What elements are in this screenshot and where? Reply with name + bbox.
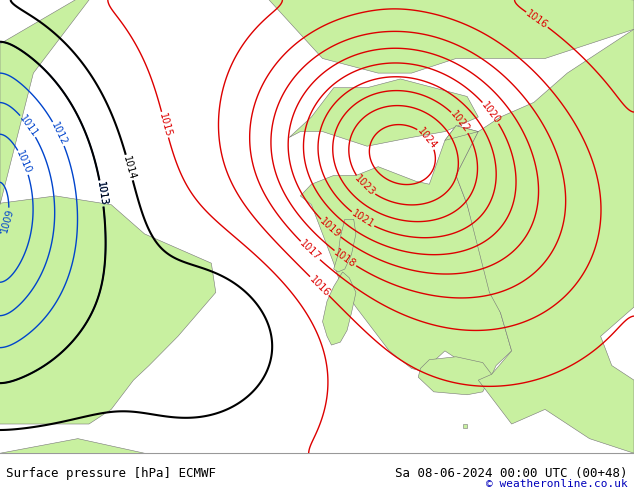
Polygon shape bbox=[333, 220, 356, 272]
Polygon shape bbox=[301, 126, 512, 380]
Text: 1013: 1013 bbox=[95, 181, 108, 206]
Polygon shape bbox=[0, 439, 634, 490]
Polygon shape bbox=[323, 272, 356, 345]
Text: Surface pressure [hPa] ECMWF: Surface pressure [hPa] ECMWF bbox=[6, 467, 216, 480]
Text: 1013: 1013 bbox=[95, 181, 108, 206]
Text: 1018: 1018 bbox=[332, 247, 358, 270]
Text: 1021: 1021 bbox=[349, 209, 376, 230]
Text: 1019: 1019 bbox=[318, 217, 343, 240]
Text: 1015: 1015 bbox=[157, 112, 173, 138]
Polygon shape bbox=[445, 29, 634, 453]
Text: 1016: 1016 bbox=[307, 274, 332, 298]
Polygon shape bbox=[289, 79, 478, 146]
Text: 1024: 1024 bbox=[416, 125, 439, 151]
Polygon shape bbox=[463, 424, 467, 428]
Text: 1011: 1011 bbox=[17, 113, 39, 139]
Text: 1022: 1022 bbox=[449, 109, 472, 135]
Text: 1014: 1014 bbox=[121, 154, 138, 181]
Text: 1016: 1016 bbox=[524, 8, 550, 31]
Text: 1009: 1009 bbox=[0, 208, 16, 234]
Text: 1017: 1017 bbox=[298, 239, 323, 263]
Text: 1012: 1012 bbox=[49, 121, 68, 147]
Text: © weatheronline.co.uk: © weatheronline.co.uk bbox=[486, 479, 628, 489]
Polygon shape bbox=[0, 0, 634, 205]
Text: 1020: 1020 bbox=[479, 100, 502, 125]
Text: 1023: 1023 bbox=[353, 173, 377, 198]
Text: Sa 08-06-2024 00:00 UTC (00+48): Sa 08-06-2024 00:00 UTC (00+48) bbox=[395, 467, 628, 480]
Text: 1010: 1010 bbox=[15, 149, 33, 175]
Polygon shape bbox=[418, 357, 491, 395]
Polygon shape bbox=[0, 196, 216, 424]
